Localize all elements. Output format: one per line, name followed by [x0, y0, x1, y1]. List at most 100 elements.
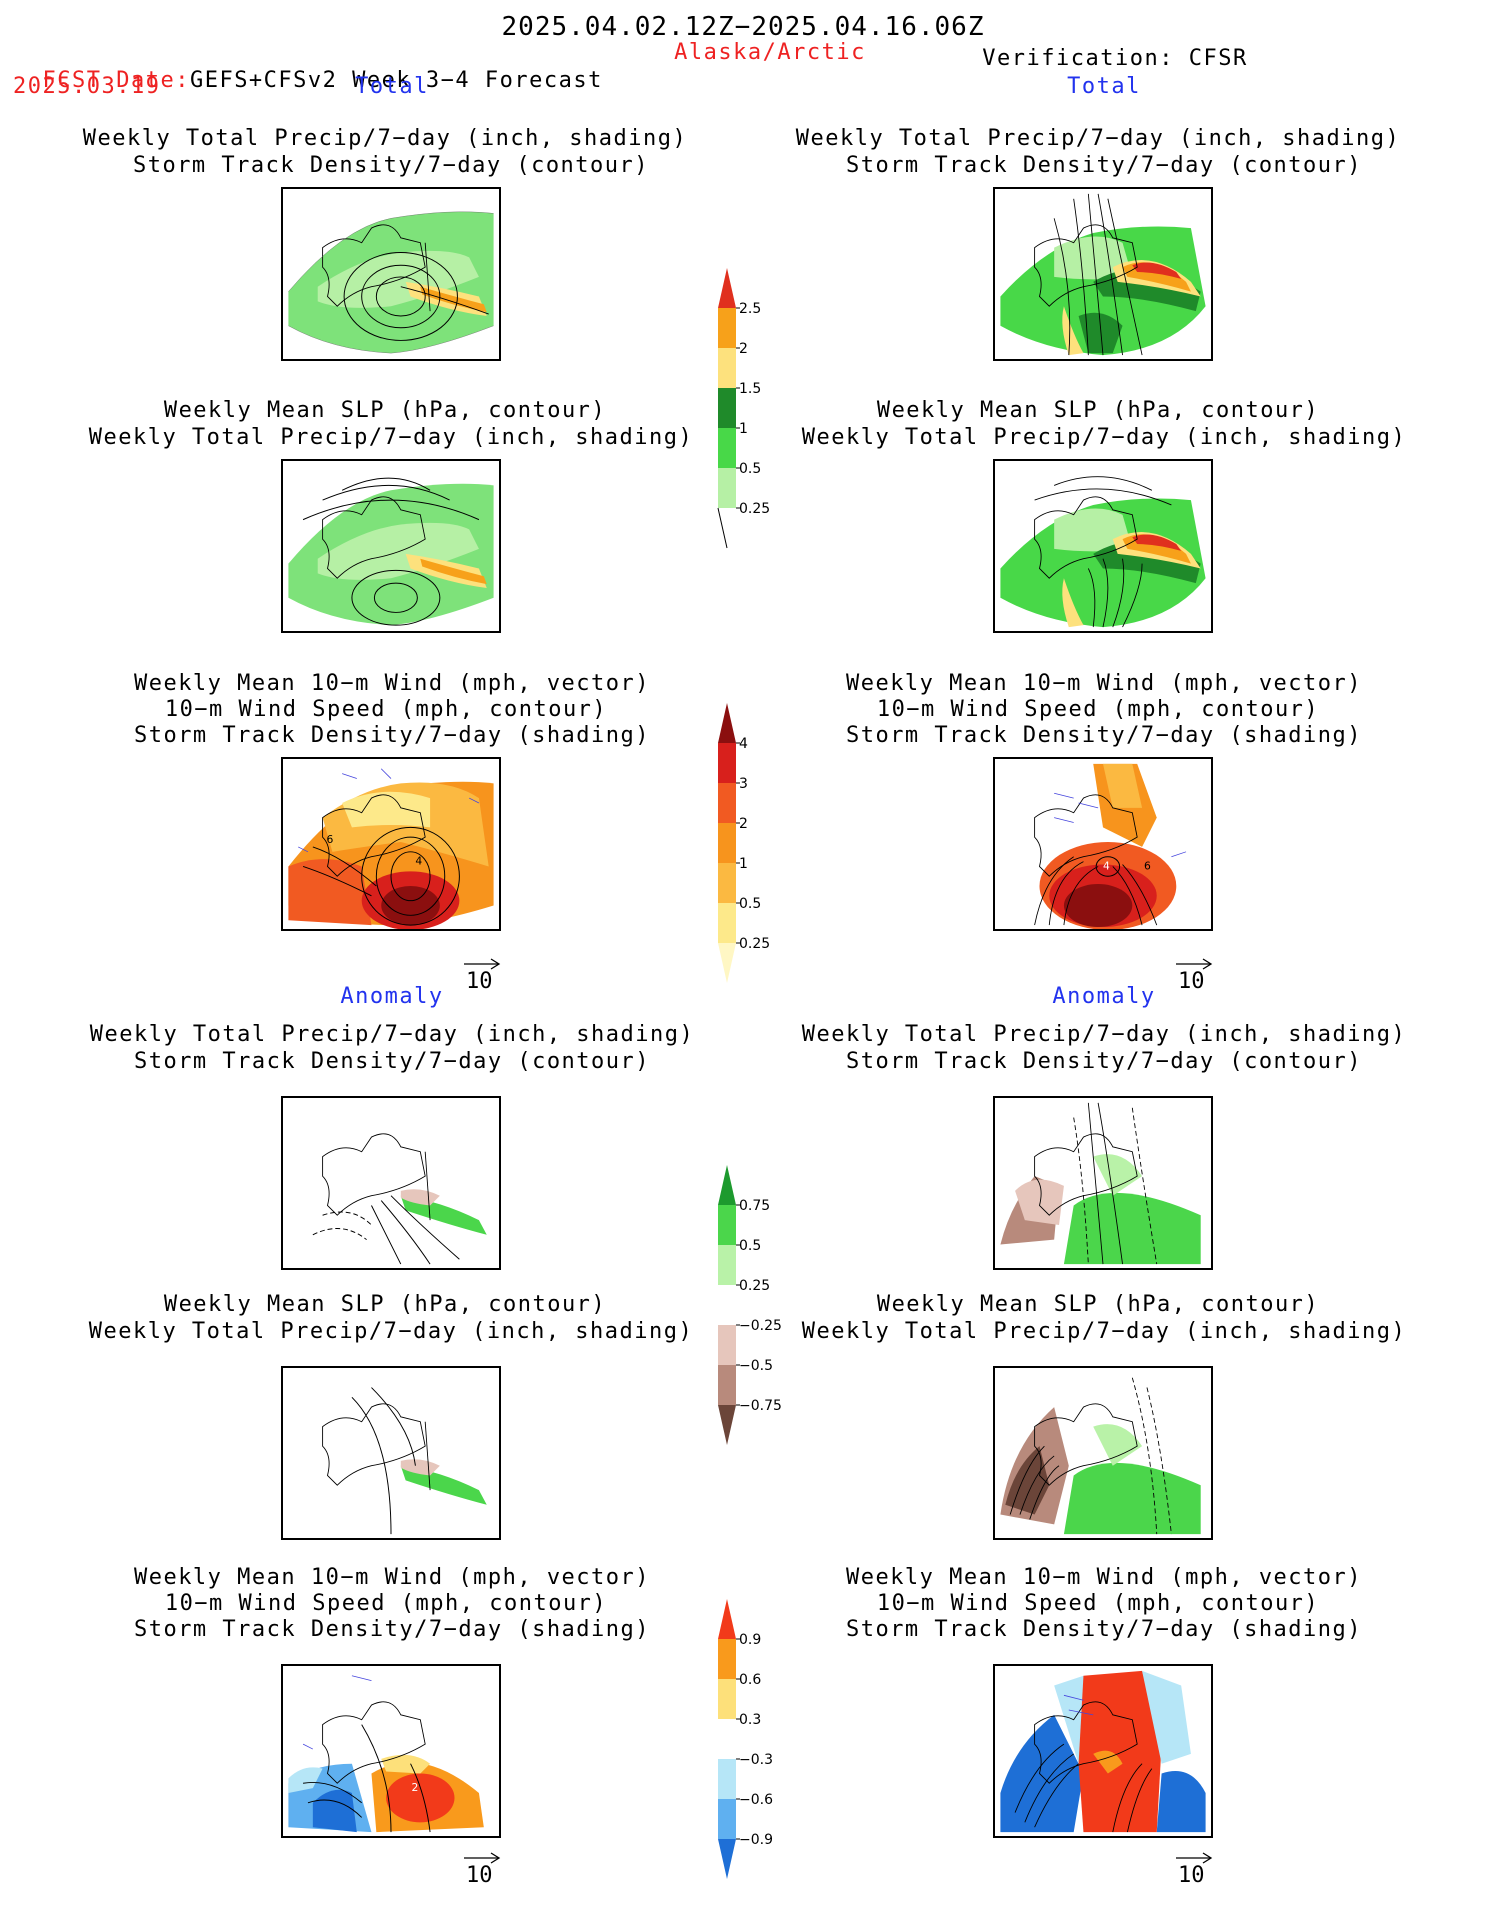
map-panel-verif-anom-wind-storm	[993, 1664, 1213, 1838]
vector-ref-verif-total: 10	[1174, 958, 1214, 1002]
colorbar-tick-label: 0.75	[739, 1198, 770, 1214]
map-panel-fcst-anom-wind-storm: 2	[281, 1664, 501, 1838]
contour-label: 6	[327, 833, 334, 846]
panel-title-line: Weekly Total Precip/7−day (inch, shading…	[801, 1319, 1407, 1344]
colorbar-tick-label: 0.5	[739, 461, 761, 477]
colorbar-tick-label: 0.3	[739, 1712, 761, 1728]
colorbar-swatch	[718, 1759, 736, 1799]
contour-label: 4	[415, 855, 422, 868]
colorbar-swatch	[718, 703, 736, 743]
map-panel-verif-anom-slp-precip	[993, 1366, 1213, 1540]
panel-title-line: Storm Track Density/7−day (contour)	[132, 153, 650, 178]
alaska-map	[1000, 1102, 1201, 1265]
colorbar-anom-storm: 0.9 0.6 0.3 −0.3 −0.6 −0.9	[718, 1599, 788, 1883]
panel-title-line: Storm Track Density/7−day (shading)	[845, 1617, 1363, 1642]
map-panel-fcst-total-wind-storm: 6 4	[281, 757, 501, 931]
alaska-map	[322, 1387, 487, 1535]
map-panel-verif-total-precip-storm	[993, 187, 1213, 361]
region-label: Alaska/Arctic	[674, 40, 866, 65]
vector-ref-label: 10	[1178, 969, 1205, 994]
colorbar-swatch	[718, 903, 736, 943]
map-panel-fcst-total-precip-storm	[281, 187, 501, 361]
colorbar-swatch	[718, 268, 736, 308]
contour-label: 4	[1103, 859, 1110, 872]
colorbar-tick-label: 0.25	[739, 501, 770, 517]
vector-ref-label: 10	[466, 969, 493, 994]
alaska-map: 4 6	[1034, 763, 1187, 929]
map-panel-verif-total-slp-precip	[993, 459, 1213, 633]
wind-vector-icon	[302, 1675, 372, 1750]
section-total-left: Total	[355, 74, 429, 99]
colorbar-swatch	[718, 1719, 736, 1759]
panel-title-line: Storm Track Density/7−day (contour)	[845, 1049, 1363, 1074]
panel-title-line: Storm Track Density/7−day (contour)	[845, 153, 1363, 178]
panel-title-line: Weekly Mean SLP (hPa, contour)	[876, 1292, 1320, 1317]
date-range-title: 2025.04.02.12Z−2025.04.16.06Z	[501, 12, 985, 42]
panel-title-line: 10−m Wind Speed (mph, contour)	[876, 1591, 1320, 1616]
colorbar-swatch	[718, 308, 736, 348]
colorbar-swatch	[718, 1285, 736, 1325]
colorbar-swatch	[718, 783, 736, 823]
colorbar-tick-label: −0.75	[739, 1398, 782, 1414]
arrow-right-icon	[464, 1852, 501, 1864]
alaska-map	[1000, 193, 1206, 356]
panel-title-line: Weekly Total Precip/7−day (inch, shading…	[801, 1022, 1407, 1047]
colorbar-tick-label: 0.5	[739, 896, 761, 912]
map-panel-fcst-anom-precip-storm	[281, 1096, 501, 1270]
wind-vector-icon	[1054, 792, 1187, 858]
colorbar-swatch	[718, 1405, 736, 1445]
colorbar-swatch	[718, 1799, 736, 1839]
colorbar-tick-label: 0.6	[739, 1672, 761, 1688]
colorbar-tick-label: −0.9	[739, 1832, 773, 1848]
colorbar-swatch	[718, 1365, 736, 1405]
colorbar-swatch	[718, 428, 736, 468]
colorbar-tick-label: 1	[739, 421, 748, 437]
colorbar-swatch	[718, 943, 736, 983]
colorbar-graphic: 0.75 0.5 0.25 −0.25 −0.5 −0.75	[718, 1165, 782, 1445]
colorbar-tick-label: 0.25	[739, 1278, 770, 1294]
colorbar-swatch	[718, 863, 736, 903]
fcst-header: FCST Date:GEFS+CFSv2 Week 3−4 Forecast	[13, 48, 603, 92]
panel-title-line: Weekly Total Precip/7−day (inch, shading…	[88, 1319, 694, 1344]
colorbar-swatch	[718, 1839, 736, 1879]
colorbar-swatch	[718, 468, 736, 508]
colorbar-tick-label: 4	[739, 736, 748, 752]
arrow-right-icon	[1176, 958, 1213, 970]
alaska-map: 6 4	[288, 768, 494, 929]
panel-title-line: Weekly Mean 10−m Wind (mph, vector)	[845, 671, 1363, 696]
colorbar-tick-label: 1.5	[739, 381, 761, 397]
colorbar-graphic: 0.9 0.6 0.3 −0.3 −0.6 −0.9	[718, 1599, 773, 1879]
section-anomaly-right: Anomaly	[1052, 984, 1156, 1009]
vector-ref-label: 10	[466, 1863, 493, 1888]
fcst-date-label: FCST Date:	[42, 68, 190, 93]
alaska-map	[1000, 476, 1206, 628]
colorbar-graphic: 4 3 2 1 0.5 0.25	[718, 703, 770, 983]
panel-title-line: Storm Track Density/7−day (contour)	[133, 1049, 651, 1074]
wind-vector-icon	[1063, 1694, 1094, 1716]
vector-ref-label: 10	[1178, 1863, 1205, 1888]
panel-title-line: Weekly Total Precip/7−day (inch, shading…	[82, 126, 688, 151]
vector-ref-verif-anom: 10	[1174, 1852, 1214, 1896]
colorbar-tick-label: −0.25	[739, 1318, 782, 1334]
alaska-map	[1000, 1377, 1201, 1535]
map-panel-fcst-anom-slp-precip	[281, 1366, 501, 1540]
colorbar-swatch	[718, 1679, 736, 1719]
panel-title-line: 10−m Wind Speed (mph, contour)	[876, 697, 1320, 722]
panel-title-line: Weekly Total Precip/7−day (inch, shading…	[801, 425, 1407, 450]
colorbar-tick-label: −0.6	[739, 1792, 773, 1808]
panel-title-line: Weekly Total Precip/7−day (inch, shading…	[88, 425, 694, 450]
panel-title-line: Weekly Mean SLP (hPa, contour)	[163, 1292, 607, 1317]
section-anomaly-left: Anomaly	[340, 984, 444, 1009]
alaska-map: 2	[288, 1675, 484, 1833]
colorbar-swatch	[718, 1599, 736, 1639]
fcst-date-value: 2025.03.19	[13, 74, 161, 99]
colorbar-tick-label: 0.9	[739, 1632, 761, 1648]
alaska-map	[288, 211, 494, 354]
map-panel-fcst-total-slp-precip	[281, 459, 501, 633]
colorbar-swatch	[718, 1639, 736, 1679]
colorbar-tick-label: 0.5	[739, 1238, 761, 1254]
panel-title-line: Weekly Mean 10−m Wind (mph, vector)	[845, 1565, 1363, 1590]
map-panel-verif-total-wind-storm: 4 6	[993, 757, 1213, 931]
colorbar-tick-label: 3	[739, 776, 748, 792]
verification-label: Verification: CFSR	[982, 46, 1248, 71]
